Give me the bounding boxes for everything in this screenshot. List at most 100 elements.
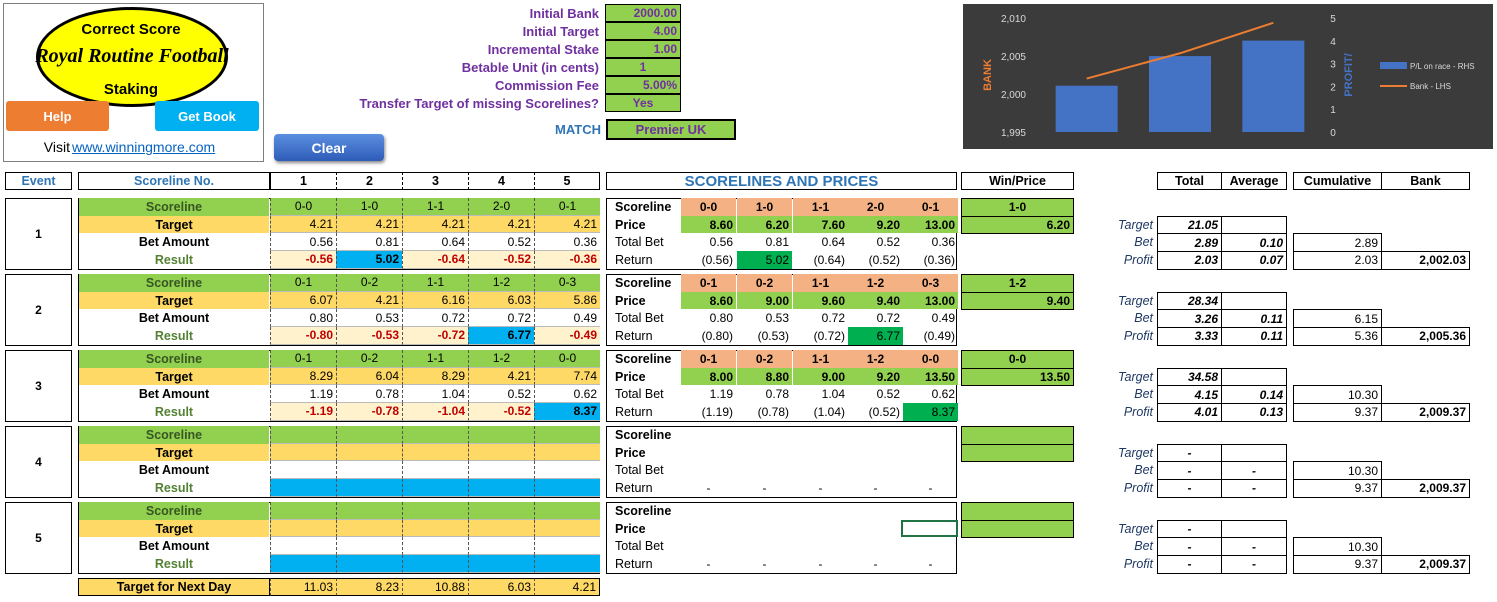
row-label: Bet Amount — [79, 537, 269, 556]
bet-cell — [336, 537, 402, 556]
row-label: Return — [615, 404, 653, 419]
summary-bet: - — [1157, 461, 1222, 481]
scoreline-cell — [903, 502, 958, 520]
row-label: Bet Amount — [79, 461, 269, 480]
logo-line1: Correct Score — [81, 20, 181, 38]
price-cell — [903, 444, 958, 462]
return-cell: (0.52) — [868, 404, 900, 419]
summary-bet-cumulative: 10.30 — [1293, 385, 1382, 405]
return-cell: (1.19) — [701, 404, 733, 419]
result-cell: -0.36 — [534, 251, 600, 269]
return-cell: (0.80) — [701, 328, 733, 343]
header-number: 2 — [336, 172, 402, 190]
logo-frame — [3, 3, 264, 162]
total_bet-cell: 0.52 — [876, 387, 900, 402]
setting-value: 1.00 — [605, 40, 681, 58]
summary-profit: - — [1157, 555, 1222, 574]
result-cell: -0.49 — [534, 327, 600, 345]
summary-label: Bet — [1134, 539, 1153, 554]
y2-tick-label: 2 — [1330, 82, 1336, 93]
row-label: Scoreline — [79, 502, 269, 520]
scoreline-cell — [270, 426, 336, 444]
header-cumulative: Cumulative — [1293, 172, 1382, 190]
price-cell: 13.00 — [903, 291, 958, 310]
event-number: 1 — [5, 198, 72, 270]
setting-label: Initial Target — [522, 23, 599, 39]
target-cell — [270, 519, 336, 538]
next-day-value: 11.03 — [270, 578, 336, 596]
website-link[interactable]: www.winningmore.com — [72, 139, 216, 155]
price-cell: 8.80 — [737, 367, 792, 386]
header-number: 3 — [402, 172, 468, 190]
bar — [1242, 40, 1305, 132]
result-cell: 5.02 — [336, 251, 402, 269]
return-cell: - — [873, 480, 878, 495]
help-button[interactable]: Help — [6, 101, 109, 131]
row-label: Scoreline — [615, 275, 672, 290]
result-cell: -0.56 — [270, 251, 336, 269]
y-tick-label: 2,000 — [1001, 90, 1026, 101]
scoreline-cell — [468, 502, 534, 520]
event-number: 5 — [5, 502, 72, 574]
scoreline-cell — [903, 426, 958, 444]
return-cell: - — [762, 556, 767, 571]
clear-button[interactable]: Clear — [274, 134, 384, 161]
bet-cell: 0.78 — [336, 385, 402, 404]
return-cell: - — [873, 556, 878, 571]
summary-label: Profit — [1123, 556, 1153, 571]
header-prices: SCORELINES AND PRICES — [606, 172, 957, 190]
target-cell: 6.04 — [336, 367, 402, 386]
summary-label: Target — [1118, 293, 1153, 308]
scoreline-cell: 0-1 — [534, 198, 600, 216]
scoreline-cell — [336, 502, 402, 520]
total_bet-cell: 0.53 — [765, 311, 789, 326]
return-cell: (1.04) — [813, 404, 845, 419]
scoreline-cell: 0-2 — [336, 350, 402, 368]
header-number: 5 — [534, 172, 600, 190]
scoreline-cell — [737, 426, 792, 444]
bet-cell — [402, 537, 468, 556]
match-value: Premier UK — [606, 119, 736, 140]
total_bet-cell — [903, 461, 958, 479]
result-cell: -0.52 — [468, 403, 534, 421]
row-label: Target — [79, 443, 269, 462]
result-cell: -0.64 — [402, 251, 468, 269]
win-price: 9.40 — [961, 291, 1074, 311]
row-label: Total Bet — [615, 463, 664, 478]
scoreline-cell — [402, 426, 468, 444]
get-book-button[interactable]: Get Book — [155, 101, 259, 131]
bet-cell — [534, 461, 600, 480]
summary-target-average — [1221, 367, 1287, 387]
scoreline-cell — [848, 502, 903, 520]
summary-bet: 3.26 — [1157, 309, 1222, 329]
price-cell: 6.20 — [737, 215, 792, 234]
total_bet-cell — [681, 537, 736, 555]
summary-profit: 3.33 — [1157, 327, 1222, 346]
price-cell: 9.00 — [737, 291, 792, 310]
price-cell: 9.00 — [793, 367, 848, 386]
return-cell: - — [706, 556, 711, 571]
bet-cell: 0.49 — [534, 309, 600, 328]
price-cell — [848, 444, 903, 462]
scoreline-cell: 0-2 — [336, 274, 402, 292]
price-cell — [848, 520, 903, 538]
result-cell: -0.53 — [336, 327, 402, 345]
target-cell: 4.21 — [402, 215, 468, 234]
target-cell: 4.21 — [468, 215, 534, 234]
prices-block — [606, 426, 957, 498]
summary-bet-average: 0.14 — [1221, 385, 1287, 405]
y2-axis-label: PROFIT/ — [1343, 53, 1355, 96]
price-cell — [737, 520, 792, 538]
row-label: Target — [79, 291, 269, 310]
win-scoreline: 1-2 — [961, 274, 1074, 293]
scoreline-cell: 2-0 — [468, 198, 534, 216]
total_bet-cell: 0.49 — [931, 311, 955, 326]
setting-value: Yes — [605, 94, 681, 112]
row-label: Scoreline — [79, 274, 269, 292]
target-cell — [336, 519, 402, 538]
result-cell: -0.52 — [468, 251, 534, 269]
target-cell — [402, 443, 468, 462]
total_bet-cell: 1.04 — [821, 387, 845, 402]
row-label: Return — [615, 556, 653, 571]
row-label: Price — [615, 293, 646, 308]
